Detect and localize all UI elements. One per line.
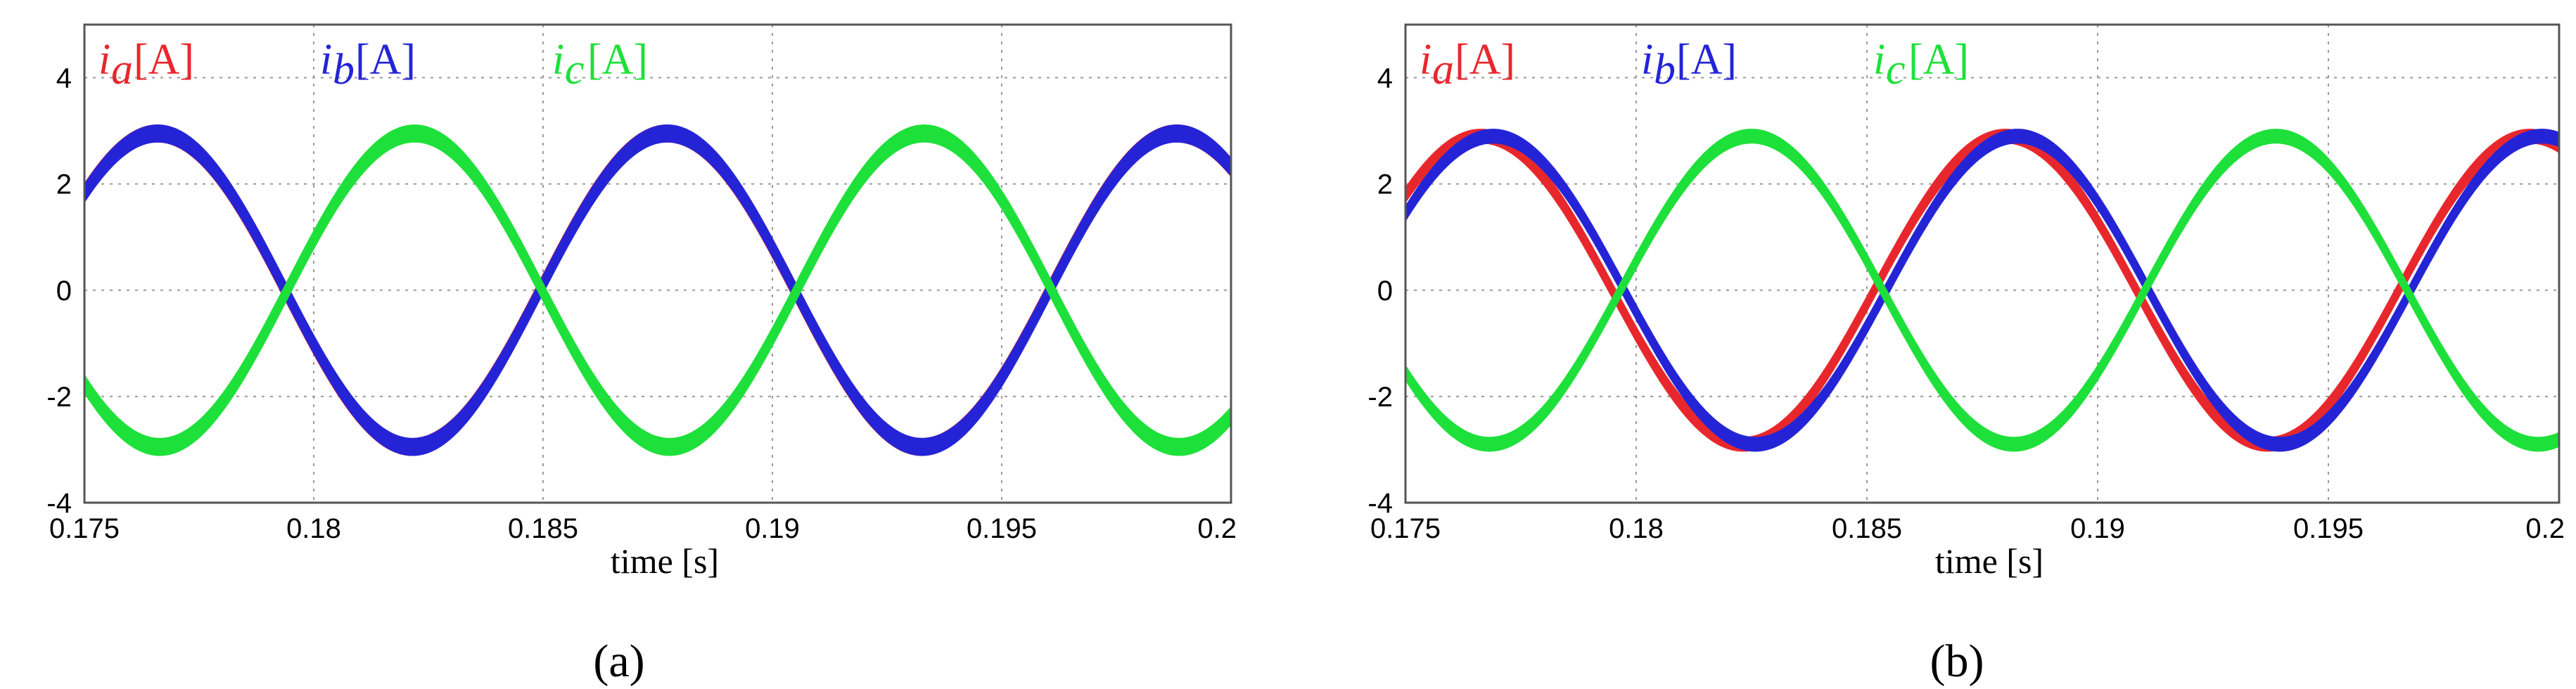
series-line-ic — [1405, 129, 2559, 452]
y-tick-label: 2 — [56, 169, 72, 200]
series-line-ib — [84, 124, 1231, 456]
legend-subscript: a — [1432, 46, 1454, 94]
x-axis-label: time [s] — [1935, 541, 2043, 581]
series-group — [84, 124, 1231, 456]
legend-item-ib: i b [A] — [1641, 36, 1737, 94]
x-tick-label: 0.19 — [745, 513, 800, 544]
legend: i a [A] i b [A] i c [A] — [98, 36, 648, 94]
legend-item-ib: i b [A] — [320, 36, 416, 94]
legend-item-ic: i c [A] — [1873, 36, 1969, 94]
x-tick-label: 0.175 — [49, 513, 120, 544]
x-tick-label: 0.2 — [2525, 513, 2565, 544]
legend-unit: [A] — [355, 36, 416, 84]
legend-symbol: i — [1641, 36, 1653, 84]
legend-symbol: i — [1420, 36, 1432, 84]
legend-unit: [A] — [1455, 36, 1515, 84]
grid — [84, 25, 1231, 503]
series-line-ib — [1405, 129, 2559, 452]
series-line-ia — [1405, 129, 2559, 452]
panel-label: (b) — [1930, 636, 1984, 687]
y-tick-label: -2 — [46, 382, 72, 413]
legend-unit: [A] — [1908, 36, 1969, 84]
x-tick-label: 0.175 — [1370, 513, 1441, 544]
legend-unit: [A] — [587, 36, 648, 84]
legend-symbol: i — [320, 36, 332, 84]
legend-subscript: c — [1886, 46, 1906, 94]
legend: i a [A] i b [A] i c [A] — [1420, 36, 1969, 94]
x-tick-label: 0.19 — [2070, 513, 2125, 544]
legend-symbol: i — [552, 36, 564, 84]
legend-unit: [A] — [1676, 36, 1737, 84]
y-tick-label: -2 — [1367, 382, 1393, 413]
plot-frame — [1404, 23, 2561, 504]
x-axis-label: time [s] — [611, 541, 719, 581]
y-tick-label: 4 — [56, 63, 72, 94]
legend-unit: [A] — [134, 36, 194, 84]
legend-item-ia: i a [A] — [98, 36, 194, 94]
x-tick-label: 0.195 — [967, 513, 1037, 544]
x-tick-label: 0.2 — [1197, 513, 1237, 544]
legend-item-ic: i c [A] — [552, 36, 648, 94]
plot-frame — [83, 23, 1232, 504]
y-tick-label: 2 — [1377, 169, 1393, 200]
x-tick-label: 0.185 — [1832, 513, 1902, 544]
x-tick-label: 0.18 — [286, 513, 341, 544]
legend-item-ia: i a [A] — [1420, 36, 1515, 94]
x-tick-label: 0.18 — [1609, 513, 1664, 544]
y-tick-label: -4 — [1367, 488, 1393, 519]
series-group — [1405, 129, 2559, 452]
y-tick-label: -4 — [46, 488, 72, 519]
legend-subscript: c — [565, 46, 585, 94]
x-tick-label: 0.185 — [508, 513, 578, 544]
series-line-ic — [84, 124, 1231, 456]
y-tick-label: 4 — [1377, 63, 1393, 94]
legend-symbol: i — [1873, 36, 1885, 84]
panel-label: (a) — [593, 636, 644, 687]
legend-subscript: b — [333, 46, 355, 94]
legend-subscript: b — [1654, 46, 1676, 94]
y-tick-label: 0 — [1377, 276, 1393, 307]
y-tick-label: 0 — [56, 276, 72, 307]
legend-subscript: a — [111, 46, 133, 94]
x-tick-label: 0.195 — [2293, 513, 2364, 544]
legend-symbol: i — [98, 36, 110, 84]
